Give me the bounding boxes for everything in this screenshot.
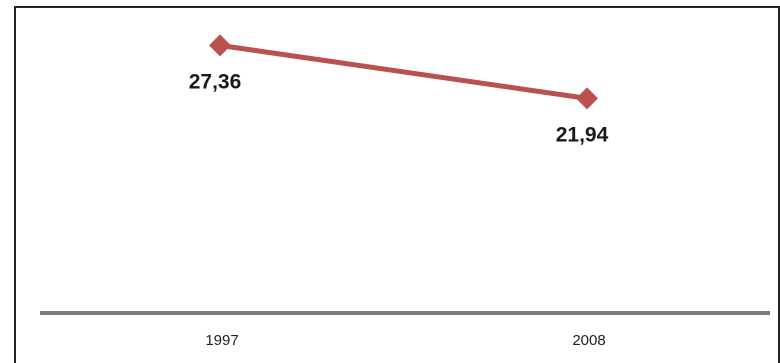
data-label-1997: 27,36 (189, 70, 242, 93)
data-point-marker-1997 (209, 34, 231, 57)
x-tick-label-1997: 1997 (205, 332, 238, 349)
series-layer (209, 34, 598, 110)
x-tick-label-2008: 2008 (572, 332, 605, 349)
chart-frame (14, 6, 780, 363)
label-layer: 27,36 21,94 (189, 70, 609, 146)
series-line (219, 42, 588, 101)
tick-layer: 1997 2008 (205, 332, 605, 349)
data-label-2008: 21,94 (556, 123, 609, 146)
data-point-marker-2008 (576, 87, 598, 110)
